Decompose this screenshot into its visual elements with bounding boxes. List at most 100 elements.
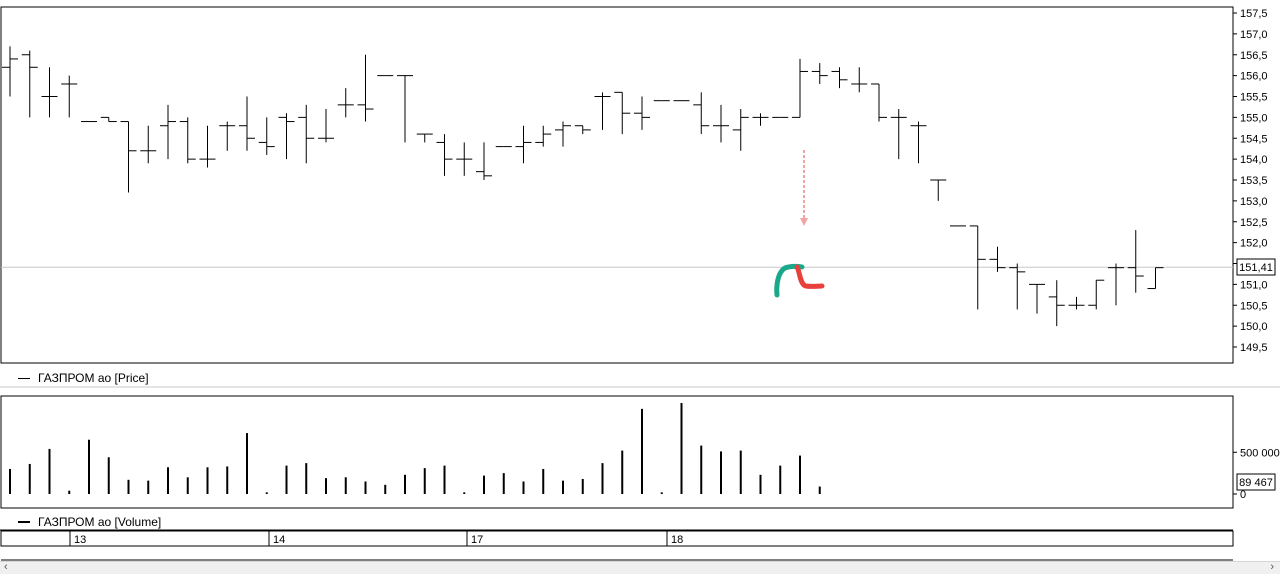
current-volume-label: 89 467 — [1239, 477, 1273, 489]
ohlc-bar — [1088, 279, 1105, 310]
price-legend-line-icon — [18, 377, 30, 379]
price-tick-label: 157,0 — [1240, 29, 1268, 41]
ohlc-bar — [476, 142, 492, 180]
price-tick-label: 149,5 — [1240, 342, 1268, 354]
ohlc-bar — [179, 117, 196, 164]
ohlc-bar — [871, 83, 887, 122]
ohlc-bar — [160, 104, 176, 160]
ohlc-bar — [456, 142, 473, 176]
red-trend-stroke — [794, 264, 825, 289]
ohlc-bar — [752, 113, 769, 126]
price-legend-text: ГАЗПРОМ ао [Price] — [38, 371, 149, 385]
ohlc-bar — [811, 63, 828, 84]
price-tick-label: 152,0 — [1240, 238, 1268, 250]
price-tick-label: 153,5 — [1240, 175, 1268, 187]
ohlc-bar — [357, 54, 374, 122]
price-tick-label: 155,5 — [1240, 92, 1268, 104]
ohlc-bar — [851, 67, 868, 93]
ohlc-bar — [239, 96, 255, 151]
ohlc-bar — [416, 133, 433, 143]
chart-canvas: 157,5 157,0 156,5 156,0 155,5 155,0 154,5 154,0… — [0, 6, 1280, 561]
date-label: 14 — [273, 534, 285, 546]
ohlc-bar — [1147, 267, 1164, 290]
ohlc-bar — [2, 46, 18, 97]
date-label: 13 — [74, 534, 86, 546]
price-tick-label: 155,0 — [1240, 112, 1268, 124]
price-panel: 157,5 157,0 156,5 156,0 155,5 155,0 154,5 154,0… — [0, 6, 1276, 364]
ohlc-bar — [21, 50, 38, 118]
ohlc-bar — [120, 121, 137, 193]
horizontal-scrollbar[interactable]: ‹ › — [0, 561, 1280, 574]
date-axis-frame — [0, 530, 1234, 547]
price-axis: 157,5 157,0 156,5 156,0 155,5 155,0 154,5 154,0… — [1233, 8, 1268, 354]
price-tick-label: 150,5 — [1240, 300, 1268, 312]
ohlc-bar — [258, 117, 275, 155]
ohlc-bar — [278, 113, 295, 160]
scroll-left-icon[interactable]: ‹ — [4, 561, 8, 573]
ohlc-bar — [298, 104, 315, 164]
volume-legend-text: ГАЗПРОМ ао [Volume] — [38, 515, 162, 529]
volume-legend: ГАЗПРОМ ао [Volume] — [18, 515, 161, 529]
ohlc-bar — [1009, 263, 1026, 310]
ohlc-bar — [792, 58, 808, 118]
date-axis: 13 14 17 18 — [0, 530, 1234, 561]
ohlc-bar — [199, 125, 216, 168]
ohlc-bar — [1029, 283, 1045, 314]
ohlc-bar — [337, 88, 354, 118]
ohlc-bar — [515, 125, 532, 164]
ohlc-bar — [219, 121, 236, 151]
ohlc-bar — [100, 116, 117, 123]
ohlc-bar — [693, 92, 710, 135]
ohlc-bar — [594, 92, 611, 130]
ohlc-bar — [574, 125, 591, 135]
date-label: 18 — [671, 534, 683, 546]
signal-arrow-head — [800, 218, 808, 226]
ohlc-bar — [1127, 230, 1144, 293]
ohlc-bar — [1048, 280, 1065, 327]
ohlc-bar — [634, 96, 650, 130]
ohlc-bar — [930, 179, 947, 201]
ohlc-bars — [2, 46, 1164, 327]
ohlc-bar — [989, 246, 1006, 272]
current-volume-box — [1236, 473, 1276, 491]
price-tick-label: 153,0 — [1240, 196, 1268, 208]
volume-tick-label: 0 — [1240, 489, 1246, 501]
ohlc-bar — [61, 75, 78, 118]
volume-axis: 500 000 0 — [1233, 447, 1280, 501]
ohlc-bar — [732, 109, 749, 151]
ohlc-bar — [555, 121, 571, 147]
date-label: 17 — [471, 534, 483, 546]
current-price-label: 151,41 — [1239, 262, 1273, 274]
ohlc-bar — [436, 134, 453, 176]
volume-bars — [9, 403, 821, 494]
ohlc-bar — [713, 104, 729, 143]
volume-tick-label: 500 000 — [1240, 447, 1280, 459]
price-legend: ГАЗПРОМ ао [Price] — [18, 371, 149, 385]
price-tick-label: 157,5 — [1240, 8, 1268, 20]
price-tick-label: 151,0 — [1240, 279, 1268, 291]
ohlc-bar — [910, 121, 927, 164]
volume-legend-line-icon — [18, 521, 30, 523]
volume-panel: 500 000 0 89 467 — [0, 395, 1280, 509]
scroll-right-icon[interactable]: › — [1270, 561, 1274, 573]
price-tick-label: 156,5 — [1240, 50, 1268, 62]
ohlc-bar — [614, 91, 631, 135]
volume-plot-frame — [0, 395, 1234, 509]
ohlc-bar — [1108, 263, 1124, 306]
ohlc-bar — [318, 109, 334, 143]
ohlc-bar — [890, 109, 907, 160]
current-price-box — [1236, 258, 1276, 276]
price-tick-label: 150,0 — [1240, 321, 1268, 333]
ohlc-bar — [831, 67, 848, 89]
price-tick-label: 156,0 — [1240, 71, 1268, 83]
ohlc-bar — [140, 125, 157, 164]
ohlc-bar — [41, 67, 58, 118]
price-tick-label: 152,5 — [1240, 217, 1268, 229]
ohlc-bar — [535, 125, 552, 147]
ohlc-bar — [397, 75, 413, 143]
price-tick-label: 154,5 — [1240, 133, 1268, 145]
ohlc-bar — [969, 225, 986, 310]
ohlc-bar — [1068, 296, 1085, 310]
price-plot-frame — [0, 6, 1234, 364]
price-tick-label: 154,0 — [1240, 154, 1268, 166]
